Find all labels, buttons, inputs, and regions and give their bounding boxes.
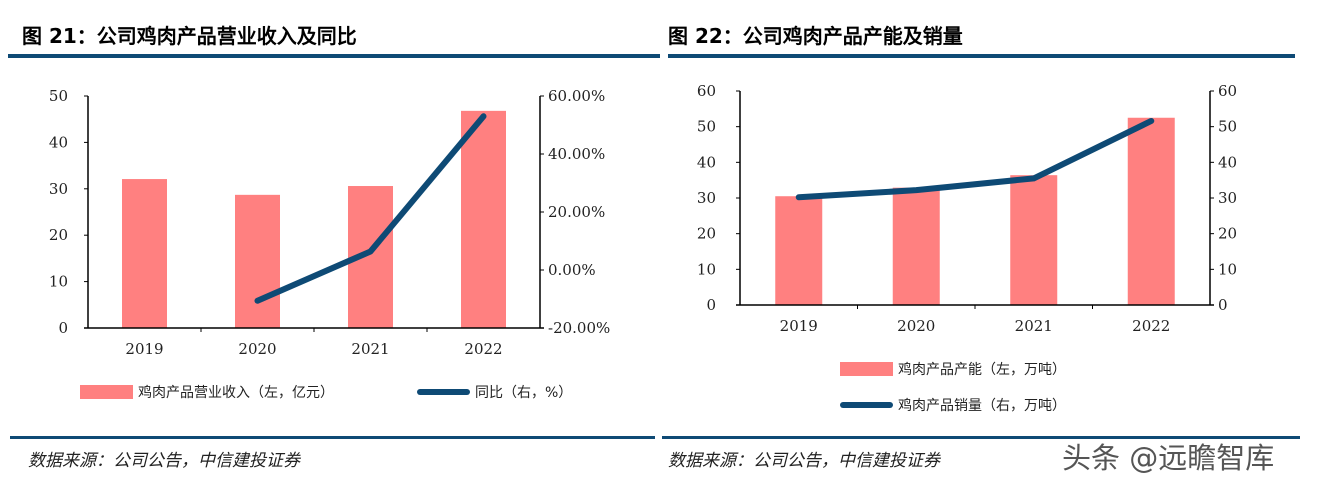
title-rule [668,54,1295,58]
right-tick-label: 50 [1218,118,1237,136]
bar-2020 [235,194,280,328]
left-tick-label: 0 [58,319,68,337]
legend-label-bar: 鸡肉产品产能（左，万吨） [898,361,1066,378]
chart-title: 图 22：公司鸡肉产品产能及销量 [668,24,963,48]
bar-2019 [122,179,167,328]
right-tick-label: 40.00% [548,145,605,163]
right-tick-label: 30 [1218,189,1237,207]
left-tick-label: 20 [697,225,716,243]
right-tick-label: 60 [1218,82,1237,100]
right-tick-label: 0.00% [548,261,596,279]
right-tick-label: 20 [1218,225,1237,243]
left-tick-label: 50 [697,118,716,136]
left-tick-label: 20 [49,226,68,244]
x-tick-label: 2021 [351,340,389,358]
bar-2022 [1127,117,1175,305]
x-tick-label: 2022 [1132,317,1170,335]
bar-2021 [1010,175,1058,305]
left-tick-label: 60 [697,82,716,100]
right-tick-label: 0 [1218,296,1228,314]
left-tick-label: 30 [697,189,716,207]
chart-title: 图 21：公司鸡肉产品营业收入及同比 [22,24,357,48]
x-tick-label: 2019 [125,340,163,358]
bar-2019 [775,196,823,305]
legend-swatch-bar [80,385,133,399]
line-series [795,117,1155,201]
left-tick-label: 0 [706,296,716,314]
left-tick-label: 10 [49,273,68,291]
title-rule [8,54,660,58]
bottom-rule [662,436,1300,439]
right-tick-label: 60.00% [548,87,605,105]
bar-2020 [892,187,940,305]
x-tick-label: 2020 [897,317,935,335]
left-tick-label: 10 [697,260,716,278]
left-tick-label: 50 [49,87,68,105]
legend-swatch-bar [840,362,893,376]
watermark: 头条 @远瞻智库 [1062,441,1274,475]
left-tick-label: 40 [697,153,716,171]
left-tick-label: 30 [49,180,68,198]
right-tick-label: -20.00% [548,319,610,337]
bar-2022 [461,110,506,329]
right-tick-label: 10 [1218,260,1237,278]
source-note: 数据来源：公司公告，中信建投证券 [668,451,942,471]
legend-label-line: 同比（右，%） [475,385,572,401]
legend-label-line: 鸡肉产品销量（右，万吨） [898,397,1066,414]
x-tick-label: 2022 [464,340,502,358]
x-tick-label: 2021 [1015,317,1053,335]
right-tick-label: 40 [1218,153,1237,171]
source-note: 数据来源：公司公告，中信建投证券 [28,451,302,471]
right-tick-label: 20.00% [548,203,605,221]
bottom-rule [10,436,655,439]
legend-label-bar: 鸡肉产品营业收入（左，亿元） [138,384,334,401]
x-tick-label: 2020 [238,340,276,358]
x-tick-label: 2019 [780,317,818,335]
left-tick-label: 40 [49,133,68,151]
